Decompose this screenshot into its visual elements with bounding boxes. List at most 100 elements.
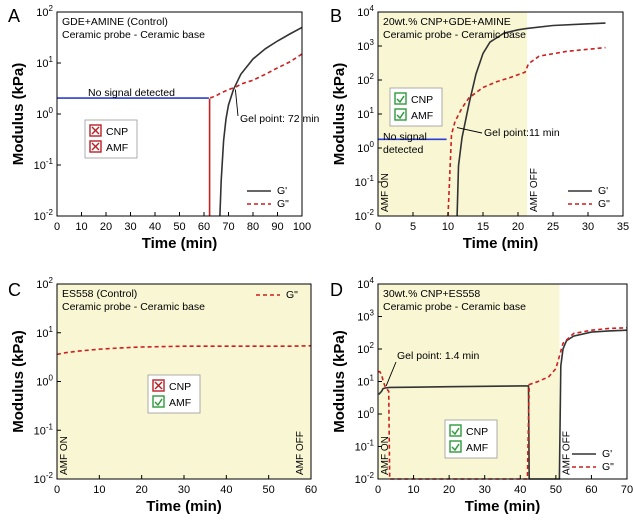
- y-tick-label: 101: [357, 374, 374, 389]
- y-tick-label: 102: [36, 276, 53, 291]
- check-mark: [451, 443, 460, 452]
- cross-mark: [91, 126, 100, 135]
- x-tick-label: 10: [442, 221, 454, 233]
- annotation-text: No signal detected: [88, 87, 175, 99]
- status-label: CNP: [411, 94, 433, 106]
- x-tick-label: 30: [124, 221, 136, 233]
- legend: G'G": [247, 185, 289, 210]
- panel-title-line: Ceramic probe - Ceramic base: [383, 29, 526, 41]
- x-tick-label: 0: [54, 484, 60, 496]
- series-line-g: [456, 22, 606, 217]
- status-label: AMF: [169, 397, 191, 409]
- x-axis-label: Time (min): [142, 235, 218, 252]
- amf-off-label: AMF OFF: [561, 431, 572, 475]
- y-tick-label: 101: [357, 106, 374, 121]
- x-tick-label: 15: [477, 221, 489, 233]
- x-tick-label: 10: [93, 484, 105, 496]
- y-tick-label: 100: [36, 106, 53, 121]
- check-icon: [152, 395, 165, 408]
- legend: G'G": [572, 448, 614, 473]
- check-icon: [449, 440, 462, 453]
- annotation-text: Gel point:11 min: [484, 127, 560, 139]
- x-tick-label: 0: [54, 221, 60, 233]
- chart-panel-c: AMF ON AMF OFF 0 10 20 30 40 50 60 10-2 10-1 100 101…: [8, 276, 317, 515]
- x-tick-label: 20: [512, 221, 524, 233]
- status-label: AMF: [106, 142, 128, 154]
- legend: G'G": [568, 185, 610, 210]
- panel-title-line: 30wt.% CNP+ES558: [383, 288, 480, 300]
- y-tick-label: 10-2: [34, 208, 54, 223]
- x-tick-label: 25: [547, 221, 559, 233]
- y-tick-label: 102: [357, 72, 374, 87]
- y-tick-label: 100: [36, 374, 53, 389]
- series-line-g: [447, 46, 606, 217]
- y-tick-label: 104: [357, 276, 374, 291]
- x-tick-label: 0: [375, 221, 381, 233]
- x-tick-label: 5: [410, 221, 416, 233]
- x-tick-label: 80: [247, 221, 259, 233]
- y-tick-label: 104: [357, 4, 374, 19]
- status-box: CNP AMF: [444, 419, 498, 459]
- check-icon: [394, 108, 407, 121]
- x-tick-label: 90: [271, 221, 283, 233]
- x-tick-label: 0: [375, 484, 381, 496]
- x-tick-label: 40: [514, 484, 526, 496]
- x-tick-label: 100: [293, 221, 311, 233]
- status-label: AMF: [411, 110, 433, 122]
- cross-icon: [89, 124, 102, 137]
- x-tick-label: 70: [621, 484, 633, 496]
- x-tick-label: 60: [305, 484, 317, 496]
- annotation-text: detected: [383, 144, 423, 156]
- annotation-text: Gel point: 72 min: [240, 113, 320, 125]
- x-tick-label: 60: [585, 484, 597, 496]
- legend-label: G": [598, 198, 610, 210]
- series-line-g: [56, 345, 312, 356]
- status-label: CNP: [169, 381, 191, 393]
- x-tick-label: 20: [443, 484, 455, 496]
- x-tick-label: 40: [149, 221, 161, 233]
- cross-icon: [152, 379, 165, 392]
- y-tick-label: 10-1: [34, 157, 54, 172]
- y-tick-label: 100: [357, 406, 374, 421]
- x-tick-label: 30: [582, 221, 594, 233]
- legend-label: G': [602, 448, 612, 460]
- y-tick-label: 10-2: [355, 208, 375, 223]
- legend-label: G': [598, 185, 608, 197]
- y-tick-label: 101: [36, 55, 53, 70]
- chart-panel-b: AMF ON AMF OFF 0 5 10 15 20 25 30 35 10-2 10-1 100 10…: [330, 4, 629, 252]
- gel-point-pointer: [234, 89, 239, 117]
- panel-title-line: Ceramic probe - Ceramic base: [383, 301, 526, 313]
- amf-on-label: AMF ON: [380, 173, 391, 212]
- series-line-g: [210, 53, 303, 99]
- x-tick-label: 40: [220, 484, 232, 496]
- status-box: CNP AMF: [84, 119, 138, 159]
- status-label: CNP: [106, 126, 128, 138]
- y-axis-label: Modulus (kPa): [331, 63, 348, 166]
- amf-off-label: AMF OFF: [529, 168, 540, 212]
- x-tick-label: 50: [263, 484, 275, 496]
- y-tick-label: 103: [357, 38, 374, 53]
- cross-icon: [89, 140, 102, 153]
- legend-label: G": [277, 198, 289, 210]
- x-tick-label: 60: [198, 221, 210, 233]
- y-tick-label: 10-2: [34, 471, 54, 486]
- x-tick-label: 10: [407, 484, 419, 496]
- check-mark: [154, 398, 163, 407]
- gel-point-pointer: [456, 127, 483, 134]
- cross-mark: [154, 381, 163, 390]
- check-mark: [396, 95, 405, 104]
- x-tick-label: 10: [75, 221, 87, 233]
- status-box: CNP AMF: [147, 374, 201, 414]
- x-tick-label: 20: [100, 221, 112, 233]
- x-tick-label: 30: [178, 484, 190, 496]
- check-icon: [449, 424, 462, 437]
- x-axis-label: Time (min): [146, 498, 222, 515]
- legend-label: G": [602, 461, 614, 473]
- panel-title-line: ES558 (Control): [62, 288, 137, 300]
- y-tick-label: 10-1: [34, 422, 54, 437]
- amf-on-label: AMF ON: [380, 436, 391, 475]
- gel-point-pointer: [385, 361, 397, 387]
- panel-title-line: Ceramic probe - Ceramic base: [62, 301, 205, 313]
- amf-off-label: AMF OFF: [295, 431, 306, 475]
